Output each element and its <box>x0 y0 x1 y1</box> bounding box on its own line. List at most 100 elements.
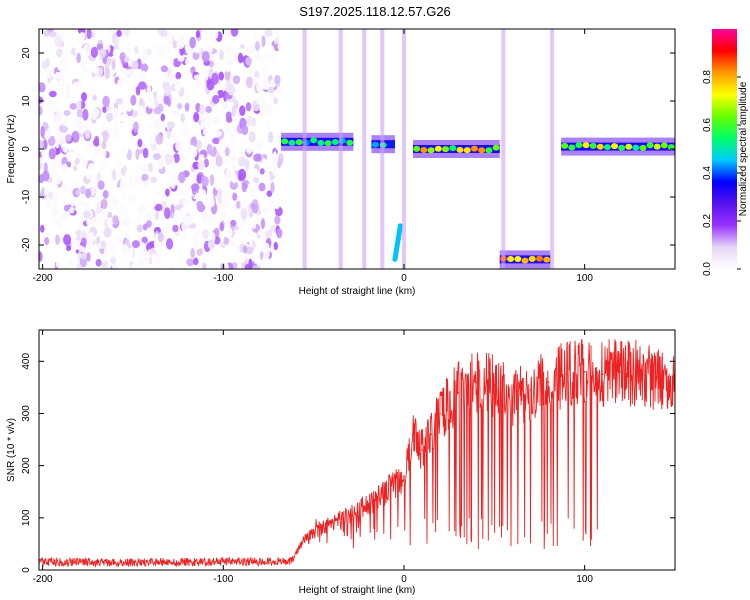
noise-blob <box>102 106 107 114</box>
noise-blob <box>251 220 257 230</box>
noise-blob <box>111 195 119 208</box>
noise-blob <box>272 161 277 172</box>
noise-blob <box>264 29 273 38</box>
noise-blob <box>264 257 271 269</box>
vertical-streak <box>362 29 367 269</box>
noise-blob <box>39 42 43 51</box>
noise-blob <box>254 41 260 51</box>
noise-blob <box>90 46 99 58</box>
noise-blob <box>198 154 205 163</box>
noise-blob <box>245 76 253 89</box>
colorbar-ticks: 0.0 0.2 0.4 0.6 0.8 <box>702 70 741 276</box>
noise-blob <box>49 79 56 90</box>
snr-point <box>303 537 306 540</box>
noise-blob <box>159 121 166 129</box>
noise-blob <box>255 141 264 152</box>
band-peak <box>420 147 428 154</box>
band-peak <box>514 255 522 262</box>
noise-blob <box>176 188 185 196</box>
noise-blob <box>207 44 213 53</box>
noise-blob <box>82 108 89 121</box>
noise-blob <box>218 119 225 126</box>
noise-blob <box>224 69 231 81</box>
noise-blob <box>115 97 123 105</box>
noise-blob <box>153 118 160 131</box>
noise-blob <box>80 237 87 247</box>
noise-blob <box>51 124 57 135</box>
noise-blob <box>94 135 100 147</box>
noise-blob <box>225 45 234 54</box>
noise-blob <box>164 153 173 166</box>
noise-blob <box>256 94 264 105</box>
noise-blob <box>133 121 139 133</box>
noise-blob <box>154 211 160 221</box>
noise-blob <box>66 161 72 168</box>
noise-blob <box>223 123 231 133</box>
noise-blob <box>96 43 104 51</box>
noise-blob <box>251 188 259 200</box>
noise-blob <box>112 107 119 119</box>
noise-blob <box>166 167 174 176</box>
noise-blob <box>165 34 173 46</box>
noise-blob <box>200 119 207 130</box>
noise-blob <box>208 59 215 68</box>
colorbar-gradient <box>712 29 737 269</box>
noise-blob <box>182 197 191 207</box>
noise-blob <box>224 146 230 157</box>
noise-blob <box>68 152 77 162</box>
noise-blob <box>179 152 188 162</box>
noise-blob <box>112 48 121 59</box>
noise-blob <box>193 47 201 54</box>
noise-blob <box>50 208 57 218</box>
noise-blob <box>48 135 56 147</box>
noise-blob <box>199 188 207 199</box>
snr-y-axis-label: SNR (10 * v/v) <box>6 418 17 482</box>
noise-blob <box>192 51 200 61</box>
noise-blob <box>87 69 93 78</box>
noise-blob <box>233 99 239 110</box>
spectrogram-x-ticks: -200 -100 0 100 <box>33 29 593 284</box>
noise-blob <box>95 29 101 37</box>
noise-blob <box>163 95 170 105</box>
noise-blob <box>220 253 226 266</box>
band-peak <box>589 142 597 149</box>
colorbar: 0.0 0.2 0.4 0.6 0.8 Normalized spectral ampl… <box>702 29 749 276</box>
noise-blob <box>202 29 208 35</box>
noise-blob <box>119 258 126 268</box>
noise-blob <box>107 36 113 44</box>
noise-blob <box>105 120 111 130</box>
noise-blob <box>126 78 134 88</box>
noise-blob <box>80 185 86 195</box>
noise-blob <box>122 165 127 175</box>
noise-blob <box>245 56 253 66</box>
spectrogram-x-tick-label: 0 <box>401 273 407 284</box>
noise-blob <box>212 165 219 175</box>
snr-point <box>385 490 387 493</box>
noise-blob <box>246 29 252 39</box>
band-peak <box>561 142 569 149</box>
snr-point <box>439 412 441 415</box>
noise-blob <box>160 29 168 39</box>
noise-blob <box>155 133 164 145</box>
noise-blob <box>81 157 88 167</box>
noise-blob <box>120 147 129 155</box>
noise-blob <box>173 153 180 164</box>
noise-blob <box>206 143 213 155</box>
band-peak <box>485 147 493 154</box>
noise-blob <box>124 216 131 227</box>
noise-blob <box>105 112 114 122</box>
noise-blob <box>141 236 148 244</box>
noise-blob <box>266 190 273 197</box>
snr-point <box>565 373 568 376</box>
noise-blob <box>252 176 260 184</box>
noise-blob <box>69 103 78 110</box>
noise-blob <box>85 121 94 131</box>
noise-blob <box>186 258 195 267</box>
noise-blob <box>230 219 237 227</box>
noise-blob <box>87 163 96 173</box>
noise-blob <box>209 174 215 186</box>
noise-blob <box>93 145 101 156</box>
noise-blob <box>112 169 117 182</box>
noise-blob <box>170 180 176 189</box>
